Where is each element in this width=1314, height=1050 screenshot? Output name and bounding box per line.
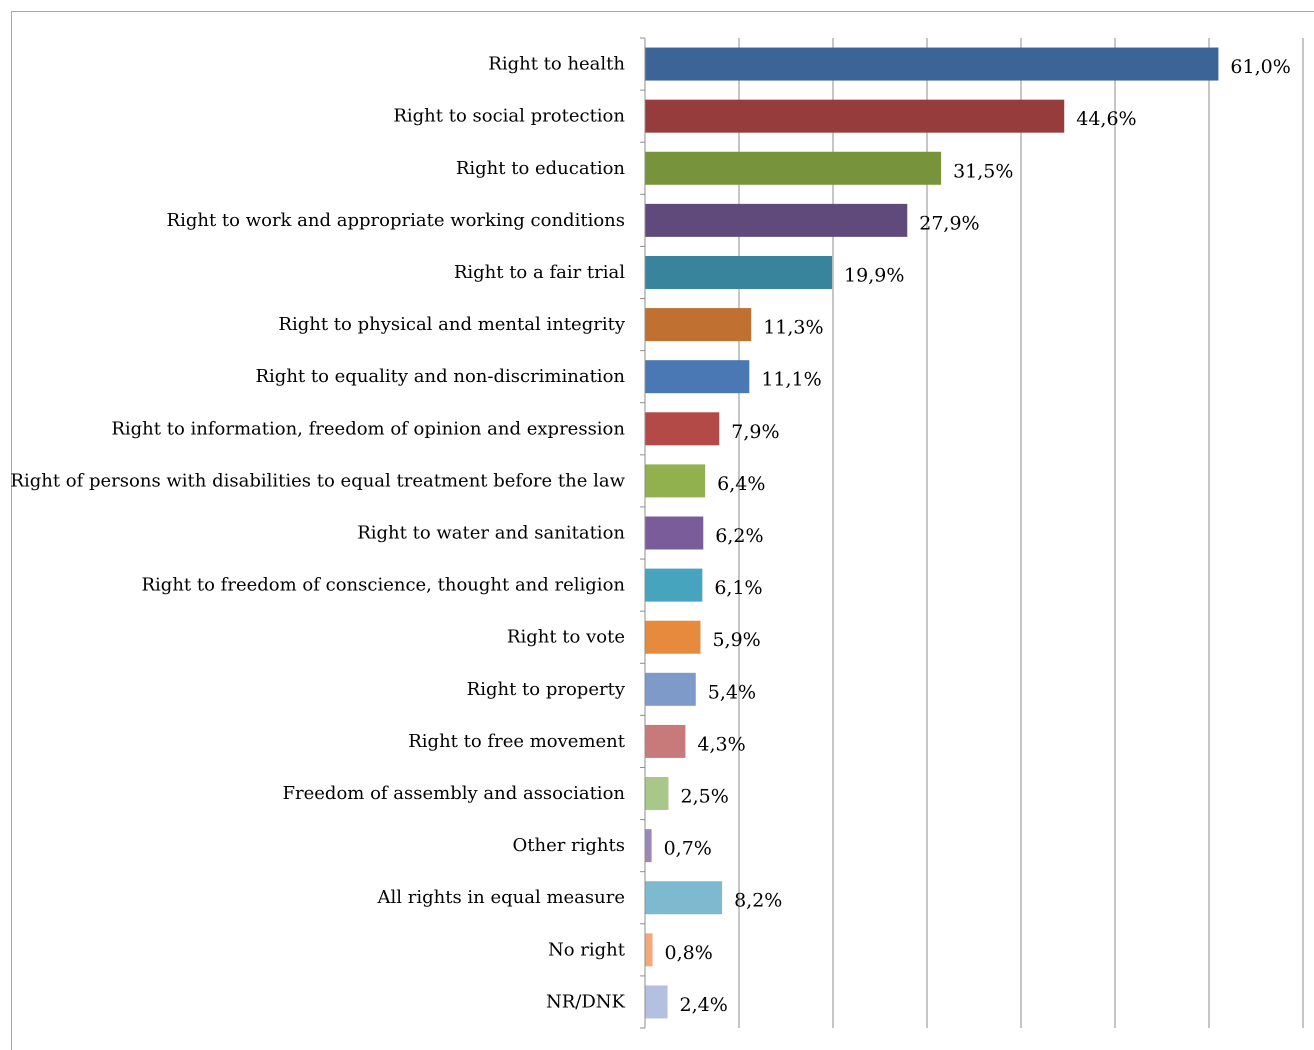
data-label: 61,0%	[1230, 56, 1290, 78]
category-label: Right of persons with disabilities to eq…	[10, 470, 625, 491]
bar	[645, 151, 942, 185]
bar	[645, 203, 908, 237]
category-label: Right to social protection	[393, 106, 625, 127]
data-label: 6,4%	[717, 473, 765, 495]
bars	[645, 47, 1219, 1019]
bar	[645, 881, 723, 915]
category-label: All rights in equal measure	[377, 887, 626, 908]
data-label: 4,3%	[697, 733, 745, 755]
category-label: Right to water and sanitation	[357, 523, 625, 544]
bar	[645, 568, 703, 602]
data-label: 7,9%	[731, 421, 779, 443]
data-label: 2,5%	[681, 786, 729, 808]
bar	[645, 985, 668, 1019]
bar	[645, 464, 706, 498]
data-label: 5,9%	[712, 629, 760, 651]
category-label: Right to free movement	[408, 731, 626, 752]
data-label: 0,8%	[665, 942, 713, 964]
category-label: Right to education	[456, 158, 626, 179]
bar	[645, 360, 750, 394]
bar	[645, 777, 669, 811]
category-label: Right to vote	[507, 627, 625, 648]
data-label: 2,4%	[680, 994, 728, 1016]
bar	[645, 829, 652, 863]
data-label: 6,2%	[715, 525, 763, 547]
bar	[645, 933, 653, 967]
bar	[645, 620, 701, 654]
category-label: NR/DNK	[546, 991, 626, 1012]
chart-frame	[11, 11, 1314, 1050]
category-label: Right to information, freedom of opinion…	[111, 418, 625, 439]
category-label: Right to health	[488, 54, 625, 75]
data-label: 31,5%	[953, 160, 1013, 182]
data-label: 27,9%	[919, 212, 979, 234]
bar	[645, 724, 686, 758]
category-label: No right	[548, 939, 626, 960]
bar	[645, 255, 833, 289]
data-label: 11,3%	[763, 317, 823, 339]
bar	[645, 516, 704, 550]
category-label: Freedom of assembly and association	[283, 783, 626, 804]
category-label: Right to work and appropriate working co…	[167, 210, 625, 231]
category-axis	[640, 37, 646, 1029]
bar	[645, 47, 1219, 81]
category-labels: Right to health Right to social protectio…	[10, 54, 625, 1013]
gridlines	[738, 38, 1304, 1028]
category-label: Other rights	[512, 835, 625, 856]
category-label: Right to equality and non-discrimination	[255, 366, 625, 387]
bar	[645, 672, 696, 706]
data-label: 8,2%	[734, 890, 782, 912]
data-label: 0,7%	[664, 838, 712, 860]
category-label: Right to property	[467, 679, 626, 700]
data-label: 44,6%	[1076, 108, 1136, 130]
bar	[645, 99, 1065, 133]
bar	[645, 308, 752, 342]
category-label: Right to physical and mental integrity	[278, 314, 625, 335]
category-label: Right to freedom of conscience, thought …	[142, 575, 626, 596]
category-label: Right to a fair trial	[454, 262, 625, 283]
data-label: 5,4%	[708, 681, 756, 703]
data-label: 11,1%	[761, 369, 821, 391]
value-labels: 61,0% 44,6% 31,5% 27,9% 19,9% 11,3% 11,1% 7,9% 6…	[664, 56, 1291, 1016]
bar	[645, 412, 720, 446]
data-label: 19,9%	[844, 264, 904, 286]
data-label: 6,1%	[714, 577, 762, 599]
